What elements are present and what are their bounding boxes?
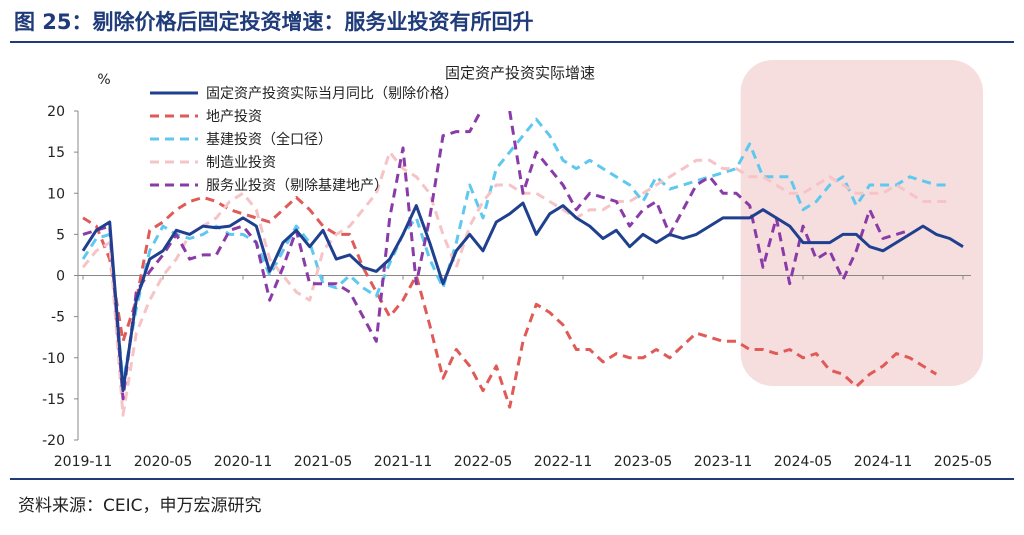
- x-tick-label: 2020-11: [214, 454, 273, 470]
- x-tick-label: 2021-05: [294, 454, 353, 470]
- y-tick-label: -10: [42, 351, 65, 367]
- line-chart: 20 15 10 5 0 -5 -10 -15 -20% 2019-11 2020-05 2020-1…: [42, 60, 993, 470]
- chart-title: 固定资产投资实际增速: [445, 64, 595, 82]
- y-tick-label: 10: [47, 186, 65, 202]
- source-note: 资料来源：CEIC，申万宏源研究: [18, 496, 262, 516]
- x-tick-label: 2025-05: [934, 454, 993, 470]
- y-tick-label: 5: [56, 227, 65, 243]
- figure-title: 图 25：剔除价格后固定投资增速：服务业投资有所回升: [14, 10, 534, 34]
- legend-label: 基建投资（全口径）: [206, 131, 332, 148]
- x-tick-label: 2022-05: [454, 454, 513, 470]
- y-tick-label: 0: [56, 269, 65, 285]
- x-tick-label: 2023-05: [614, 454, 673, 470]
- y-tick-label: -15: [42, 392, 65, 408]
- x-tick-label: 2021-11: [374, 454, 433, 470]
- x-tick-label: 2022-11: [534, 454, 593, 470]
- legend-label: 服务业投资（剔除基建地产）: [206, 177, 388, 194]
- series-line-4: [82, 111, 911, 401]
- x-tick-label: 2024-11: [854, 454, 913, 470]
- legend-label: 地产投资: [206, 109, 262, 125]
- series-line-2: [81, 117, 950, 384]
- series-line-3: [81, 150, 950, 417]
- highlight-region: [740, 60, 983, 386]
- y-tick-label: -5: [51, 310, 65, 326]
- x-tick-label: 2023-11: [694, 454, 753, 470]
- y-tick-label: 15: [47, 145, 65, 161]
- legend-label: 固定资产投资实际当月同比（剔除价格）: [206, 86, 458, 102]
- series-line-0: [81, 201, 964, 393]
- x-tick-label: 2019-11: [54, 454, 113, 470]
- footer-divider: [10, 478, 1014, 480]
- legend-label: 制造业投资: [206, 155, 276, 171]
- x-tick-label: 2024-05: [774, 454, 833, 470]
- title-divider: [10, 41, 1014, 43]
- x-tick-label: 2020-05: [134, 454, 193, 470]
- y-axis-label: %: [97, 72, 110, 88]
- y-tick-label: -20: [42, 433, 65, 449]
- y-tick-label: 20: [47, 104, 65, 120]
